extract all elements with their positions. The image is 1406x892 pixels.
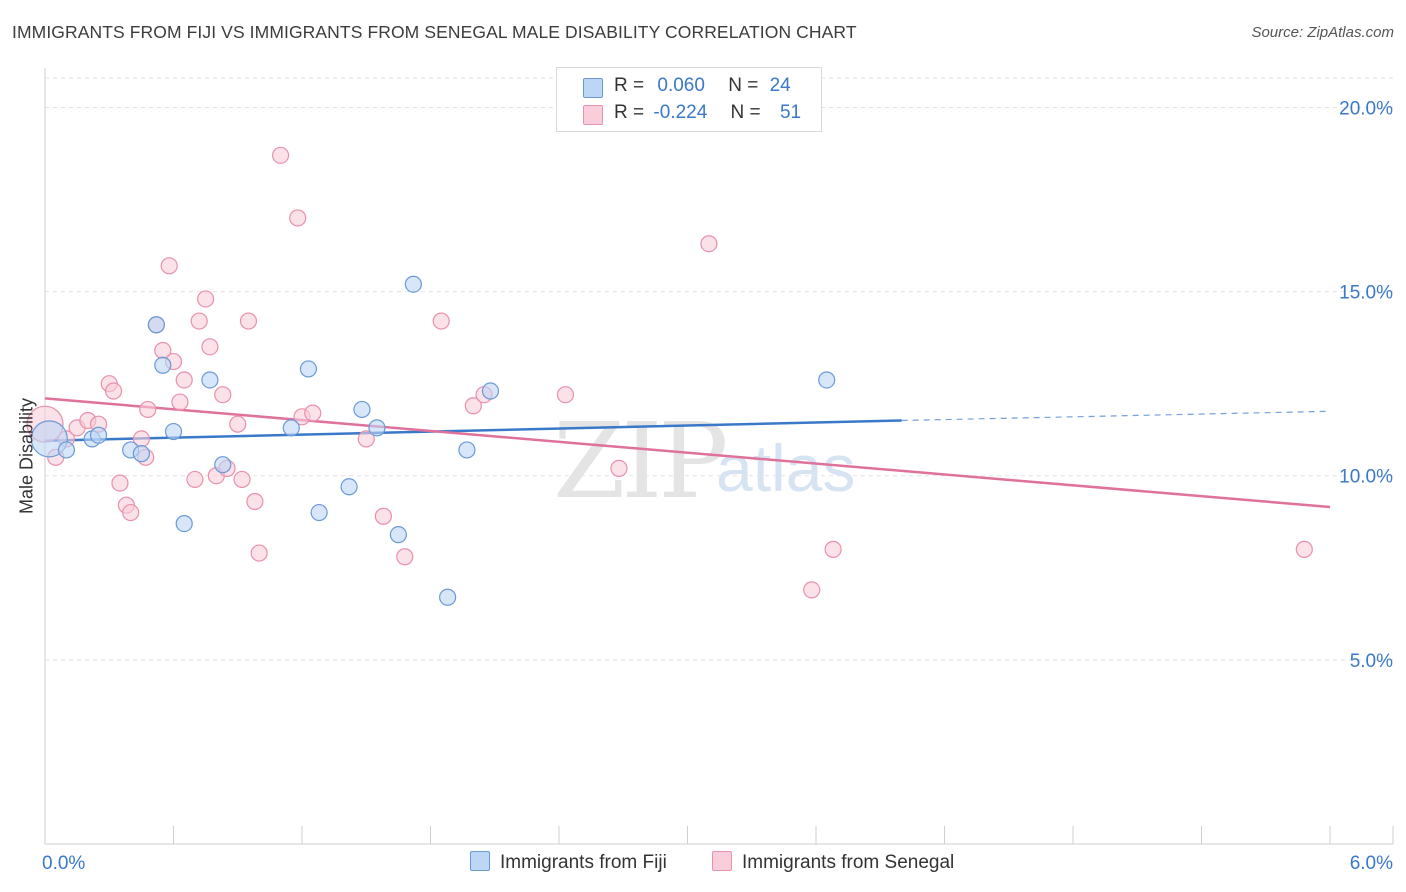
senegal-point bbox=[432, 312, 450, 330]
x-tick-label: 0.0% bbox=[42, 853, 85, 874]
fiji-point bbox=[282, 419, 300, 437]
senegal-point bbox=[824, 540, 842, 558]
fiji-trend-line bbox=[44, 419, 902, 442]
source-label: Source: ZipAtlas.com bbox=[1251, 24, 1394, 41]
senegal-point bbox=[803, 581, 821, 599]
senegal-point bbox=[1295, 540, 1313, 558]
fiji-point bbox=[481, 382, 500, 400]
legend-swatch-senegal bbox=[583, 105, 603, 125]
legend-senegal-n-value: 51 bbox=[779, 102, 802, 123]
correlation-legend: R = 0.060 N = 24 R = -0.224 N = 51 bbox=[556, 67, 822, 132]
trend-lines bbox=[44, 397, 1331, 509]
senegal-trend-line bbox=[44, 397, 1331, 509]
fiji-point bbox=[353, 400, 371, 419]
y-tick-label: 10.0% bbox=[1339, 467, 1393, 488]
senegal-point bbox=[304, 404, 322, 422]
fiji-point bbox=[299, 360, 318, 378]
y-axis-label: Male Disability bbox=[16, 397, 37, 515]
legend-senegal-n-label: N = bbox=[730, 102, 761, 123]
senegal-point bbox=[610, 459, 628, 477]
fiji-point bbox=[439, 588, 457, 606]
fiji-point bbox=[154, 356, 172, 374]
senegal-point bbox=[160, 257, 178, 275]
legend-fiji-n-value: 24 bbox=[769, 75, 791, 96]
fiji-trend-extension bbox=[901, 410, 1331, 422]
senegal-point bbox=[556, 386, 575, 404]
data-points bbox=[26, 146, 1313, 606]
senegal-point bbox=[374, 507, 392, 525]
fiji-point bbox=[132, 445, 150, 463]
bottom-legend-swatch-fiji bbox=[470, 851, 490, 871]
legend-swatch-fiji bbox=[583, 78, 603, 98]
senegal-point bbox=[201, 338, 219, 356]
bottom-legend-senegal: Immigrants from Senegal bbox=[712, 851, 954, 874]
legend-fiji-r-value: 0.060 bbox=[657, 75, 705, 96]
fiji-point bbox=[214, 456, 232, 474]
senegal-point bbox=[190, 312, 208, 330]
senegal-point bbox=[104, 382, 123, 400]
senegal-point bbox=[197, 290, 215, 308]
x-tick-label: 6.0% bbox=[1350, 853, 1393, 874]
senegal-point bbox=[229, 415, 247, 433]
senegal-point bbox=[464, 397, 482, 415]
bottom-legend-label-fiji: Immigrants from Fiji bbox=[500, 852, 667, 873]
senegal-point bbox=[289, 209, 307, 227]
fiji-point bbox=[389, 526, 407, 544]
senegal-point bbox=[246, 492, 264, 511]
y-tick-label: 5.0% bbox=[1350, 651, 1393, 672]
fiji-point bbox=[57, 441, 76, 459]
fiji-point bbox=[89, 426, 108, 444]
senegal-point bbox=[396, 548, 414, 566]
bottom-legend-label-senegal: Immigrants from Senegal bbox=[742, 852, 955, 873]
senegal-point bbox=[175, 371, 193, 389]
chart-title: IMMIGRANTS FROM FIJI VS IMMIGRANTS FROM … bbox=[12, 22, 857, 42]
fiji-point bbox=[340, 478, 358, 496]
gridlines bbox=[45, 77, 1393, 661]
y-tick-label: 15.0% bbox=[1339, 283, 1393, 304]
bottom-legend-swatch-senegal bbox=[712, 851, 732, 871]
legend-senegal-r-value: -0.224 bbox=[653, 102, 708, 123]
senegal-point bbox=[239, 312, 258, 330]
senegal-point bbox=[214, 386, 232, 404]
fiji-point bbox=[164, 422, 183, 441]
senegal-point bbox=[122, 503, 140, 522]
senegal-point bbox=[111, 474, 129, 492]
legend-fiji-n-label: N = bbox=[728, 75, 759, 96]
senegal-point bbox=[250, 544, 268, 562]
senegal-point bbox=[271, 146, 290, 164]
watermark-atlas: atlas bbox=[716, 431, 856, 505]
senegal-point bbox=[171, 393, 189, 411]
senegal-point bbox=[186, 470, 204, 489]
senegal-point bbox=[139, 400, 157, 419]
fiji-point bbox=[818, 371, 836, 389]
y-tick-label: 20.0% bbox=[1339, 98, 1393, 119]
fiji-point bbox=[368, 419, 386, 437]
legend-fiji-r-label: R = bbox=[614, 75, 645, 96]
legend-senegal-r-label: R = bbox=[614, 102, 645, 123]
senegal-point bbox=[233, 470, 251, 489]
senegal-point bbox=[357, 430, 375, 448]
fiji-point bbox=[310, 503, 328, 522]
watermark-zip: ZIP bbox=[553, 400, 728, 522]
fiji-point bbox=[201, 371, 219, 389]
fiji-point bbox=[175, 515, 193, 533]
tick-labels: 5.0% 10.0% 15.0% 20.0% 0.0% 6.0% bbox=[42, 98, 1393, 874]
fiji-point bbox=[458, 441, 476, 459]
fiji-point bbox=[404, 275, 422, 293]
senegal-point bbox=[700, 235, 718, 253]
fiji-point bbox=[147, 316, 165, 334]
bottom-legend-fiji: Immigrants from Fiji bbox=[470, 851, 667, 874]
